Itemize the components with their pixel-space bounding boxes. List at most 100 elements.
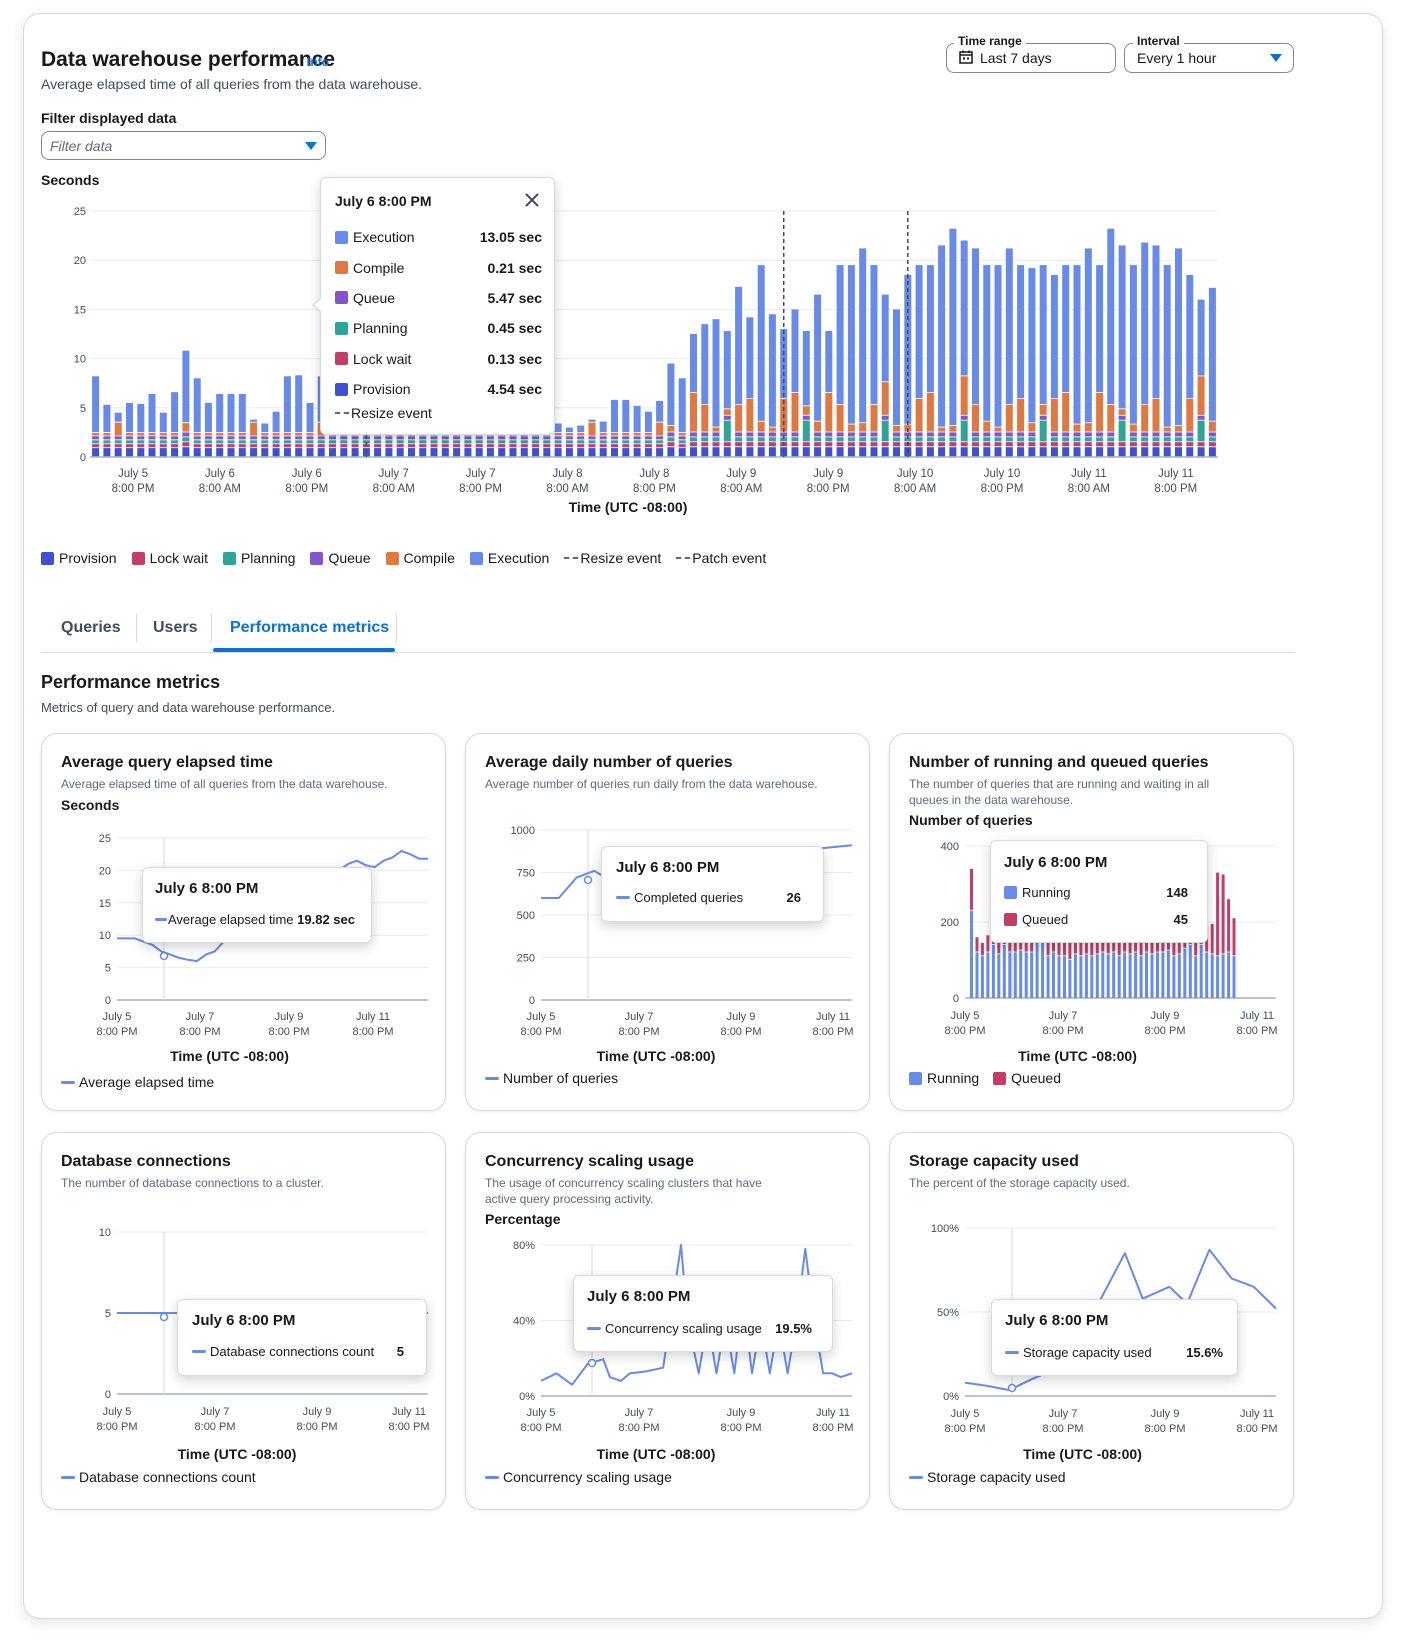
bar-stack[interactable] [1062, 265, 1070, 457]
bar-stack[interactable] [825, 331, 833, 457]
bar-stack[interactable] [1152, 245, 1160, 457]
bar-running[interactable] [1123, 952, 1127, 998]
bar-stack[interactable] [1028, 268, 1036, 457]
bar-stack[interactable] [204, 402, 212, 457]
bar-running[interactable] [1166, 950, 1170, 999]
bar-running[interactable] [1232, 956, 1236, 998]
bar-stack[interactable] [1118, 245, 1126, 457]
bar-running[interactable] [1106, 954, 1110, 998]
bar-running[interactable] [1035, 941, 1039, 998]
bar-stack[interactable] [611, 399, 618, 457]
bar-queued[interactable] [1079, 933, 1083, 956]
data-point-marker[interactable] [587, 1358, 597, 1368]
bar-running[interactable] [1002, 944, 1006, 998]
bar-stack[interactable] [667, 363, 675, 457]
bar-stack[interactable] [949, 228, 957, 457]
bar-running[interactable] [1024, 952, 1028, 998]
bar-stack[interactable] [814, 294, 822, 457]
bar-running[interactable] [1046, 956, 1050, 998]
bar-running[interactable] [1101, 952, 1105, 998]
bar-stack[interactable] [565, 427, 573, 457]
bar-stack[interactable] [622, 399, 630, 457]
legend-running[interactable]: Running [909, 1070, 979, 1086]
bar-stack[interactable] [723, 331, 731, 457]
bar-stack[interactable] [983, 265, 991, 457]
bar-stack[interactable] [972, 248, 979, 457]
data-point-marker[interactable] [159, 951, 169, 961]
bar-queued[interactable] [1221, 874, 1225, 954]
bar-queued[interactable] [1057, 933, 1061, 956]
bar-queued[interactable] [1030, 937, 1034, 952]
bar-stack[interactable] [938, 245, 946, 457]
bar-stack[interactable] [768, 314, 776, 457]
bar-stack[interactable] [735, 286, 743, 457]
legend-planning[interactable]: Planning [222, 550, 295, 566]
tab-performance-metrics[interactable]: Performance metrics [230, 619, 390, 636]
bar-queued[interactable] [1216, 872, 1220, 956]
bar-running[interactable] [1194, 956, 1198, 998]
bar-stack[interactable] [182, 350, 190, 457]
bar-stack[interactable] [859, 248, 867, 457]
tab-queries[interactable]: Queries [61, 619, 121, 636]
bar-stack[interactable] [994, 265, 1002, 457]
bar-stack[interactable] [137, 403, 145, 457]
bar-running[interactable] [1134, 952, 1138, 998]
interval-select[interactable]: Every 1 hour [1124, 43, 1294, 73]
bar-running[interactable] [1041, 939, 1045, 998]
series-line[interactable] [964, 1248, 1277, 1392]
bar-running[interactable] [1073, 954, 1077, 998]
bar-stack[interactable] [1084, 248, 1092, 457]
legend-queued[interactable]: Queued [993, 1070, 1061, 1086]
legend-patch-event[interactable]: Patch event [676, 550, 766, 566]
bar-running[interactable] [1139, 956, 1143, 998]
bar-running[interactable] [1161, 952, 1165, 998]
tab-users[interactable]: Users [153, 619, 198, 636]
bar-queued[interactable] [1008, 937, 1012, 952]
bar-running[interactable] [1084, 954, 1088, 998]
bar-stack[interactable] [554, 423, 562, 457]
bar-running[interactable] [1145, 952, 1148, 998]
bar-stack[interactable] [847, 265, 855, 457]
bar-queued[interactable] [986, 935, 990, 952]
bar-running[interactable] [1013, 952, 1017, 998]
bar-stack[interactable] [588, 419, 596, 457]
bar-stack[interactable] [915, 265, 923, 457]
bar-stack[interactable] [250, 419, 258, 457]
bar-running[interactable] [1156, 952, 1159, 998]
bar-running[interactable] [1019, 950, 1023, 999]
bar-running[interactable] [1216, 956, 1220, 998]
bar-running[interactable] [1205, 952, 1209, 998]
legend-resize-event[interactable]: Resize event [564, 550, 661, 566]
bar-running[interactable] [1112, 952, 1116, 998]
bar-queued[interactable] [997, 941, 1001, 954]
bar-stack[interactable] [1017, 265, 1025, 457]
bar-stack[interactable] [1005, 248, 1013, 457]
bar-stack[interactable] [870, 265, 878, 457]
bar-stack[interactable] [802, 331, 810, 457]
bar-running[interactable] [1183, 948, 1187, 998]
bar-stack[interactable] [656, 400, 664, 457]
data-point-marker[interactable] [1007, 1383, 1017, 1393]
db-connections-chart[interactable]: 0 5 10 July 5 8:00 PM July 7 8:00 PM July 9 8:00… [42, 1133, 447, 1473]
bar-stack[interactable] [261, 423, 269, 457]
bar-stack[interactable] [678, 378, 686, 457]
bar-stack[interactable] [746, 317, 754, 457]
bar-stack[interactable] [193, 378, 201, 457]
bar-queued[interactable] [1024, 937, 1028, 952]
bar-stack[interactable] [126, 402, 133, 457]
bar-stack[interactable] [1208, 287, 1216, 457]
bar-stack[interactable] [757, 265, 765, 457]
bar-stack[interactable] [1050, 275, 1058, 457]
bar-stack[interactable] [960, 240, 968, 457]
bar-queued[interactable] [975, 937, 979, 952]
bar-running[interactable] [980, 956, 984, 998]
bar-running[interactable] [997, 954, 1001, 998]
bar-stack[interactable] [306, 402, 314, 457]
bar-stack[interactable] [690, 334, 697, 457]
bar-stack[interactable] [1096, 265, 1104, 457]
bar-stack[interactable] [881, 294, 889, 457]
bar-stack[interactable] [159, 412, 167, 457]
bar-stack[interactable] [148, 394, 156, 457]
bar-stack[interactable] [791, 309, 799, 457]
bar-running[interactable] [1068, 960, 1072, 998]
